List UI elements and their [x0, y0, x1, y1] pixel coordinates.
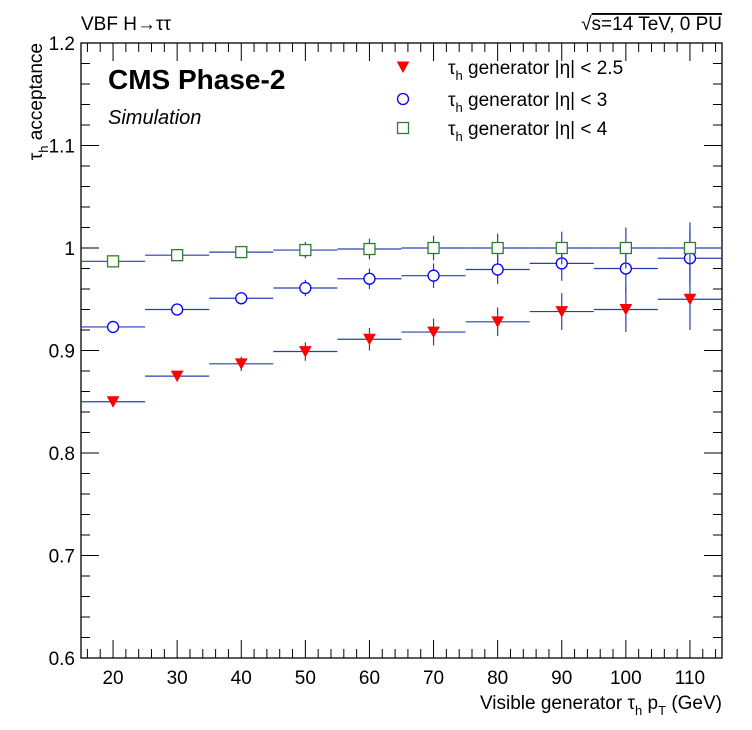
- data-point: [170, 303, 184, 316]
- data-point: [299, 243, 312, 257]
- data-point: [683, 293, 697, 306]
- data-point: [234, 358, 248, 370]
- y-tick-label: 0.9: [49, 342, 75, 363]
- data-point: [363, 333, 376, 346]
- x-tick-label: 30: [167, 668, 188, 689]
- y-tick-label: 0.8: [49, 444, 75, 465]
- x-tick-label: 80: [487, 668, 508, 689]
- energy-label: √s=14 TeV, 0 PU: [581, 14, 722, 35]
- y-tick-label: 1.2: [49, 34, 75, 55]
- x-tick-label: 60: [359, 668, 380, 689]
- data-point: [363, 272, 376, 285]
- process-label: VBF H→ττ: [81, 14, 171, 35]
- x-tick-label: 50: [295, 668, 316, 689]
- axis-ticks: [81, 42, 722, 659]
- data-point: [235, 292, 248, 305]
- data-point: [683, 241, 697, 255]
- data-point: [555, 241, 568, 255]
- data-point: [491, 263, 504, 276]
- data-point: [170, 370, 184, 383]
- data-point: [106, 396, 120, 408]
- data-point: [299, 281, 312, 295]
- legend-marker: [396, 61, 410, 73]
- x-tick-label: 70: [423, 668, 444, 689]
- y-tick-label: 1: [64, 239, 75, 260]
- legend-label: τh generator |η| < 2.5: [448, 58, 623, 83]
- series-1: [81, 268, 722, 408]
- series-3: [81, 222, 722, 274]
- legend-label: τh generator |η| < 4: [448, 119, 608, 144]
- legend-label: τh generator |η| < 3: [448, 90, 607, 115]
- data-point: [555, 306, 569, 318]
- y-tick-label: 1.1: [49, 137, 75, 158]
- data-point: [170, 249, 184, 262]
- y-tick-label: 0.6: [49, 649, 75, 670]
- data-point: [363, 242, 376, 256]
- data-point: [619, 241, 632, 255]
- data-point: [427, 326, 440, 339]
- y-axis-label: τh acceptance: [26, 43, 51, 160]
- experiment-label: CMS Phase-2: [108, 64, 285, 95]
- x-tick-label: 100: [610, 668, 642, 689]
- data-series: [81, 222, 722, 408]
- sqrt-symbol: √: [581, 14, 592, 35]
- y-tick-label: 0.7: [49, 547, 75, 568]
- legend-marker: [396, 92, 410, 106]
- series-2: [81, 230, 722, 334]
- data-point: [491, 316, 504, 328]
- x-axis-label: Visible generator τh pT (GeV): [480, 693, 722, 718]
- data-point: [106, 255, 120, 268]
- legend-marker: [396, 121, 410, 135]
- data-point: [619, 304, 633, 316]
- data-point: [427, 269, 440, 282]
- x-tick-label: 40: [231, 668, 252, 689]
- data-point: [491, 241, 504, 255]
- data-point: [235, 245, 248, 259]
- tick-labels: 20 30 40 50 60 70 80 90 100 110 0.6 0.7 0.8 0.9 1 1.1 1.…: [49, 34, 706, 689]
- plot-frame: [80, 42, 723, 659]
- data-point: [427, 241, 440, 255]
- x-tick-label: 90: [551, 668, 572, 689]
- data-point: [106, 320, 120, 334]
- x-tick-label: 20: [102, 668, 123, 689]
- x-tick-label: 110: [675, 668, 705, 689]
- legend: τh generator |η| < 2.5 τh generator |η| <…: [396, 58, 623, 144]
- status-label: Simulation: [108, 107, 201, 129]
- energy-text: s=14 TeV, 0 PU: [592, 14, 722, 35]
- data-point: [299, 346, 312, 358]
